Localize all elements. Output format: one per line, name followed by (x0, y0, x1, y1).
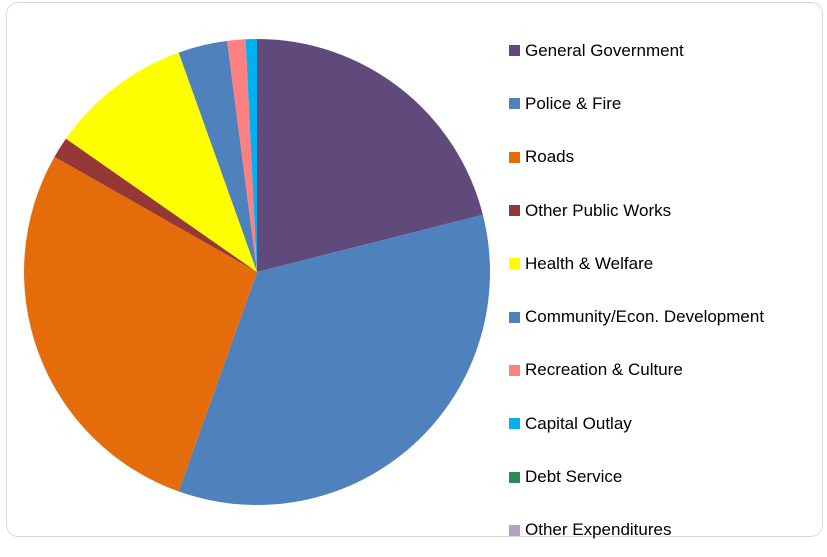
legend-swatch (509, 311, 520, 323)
legend-item-recreation-culture: Recreation & Culture (509, 344, 764, 397)
legend-label: Police & Fire (525, 93, 622, 113)
legend-swatch (509, 151, 520, 163)
legend-swatch (509, 258, 520, 270)
legend-label: Other Public Works (525, 200, 672, 220)
legend-swatch (509, 418, 520, 430)
legend-item-roads: Roads (509, 131, 764, 184)
legend-label: General Government (525, 40, 684, 60)
legend-label: Capital Outlay (525, 413, 632, 433)
legend-label: Recreation & Culture (525, 360, 683, 380)
legend-label: Other Expenditures (525, 520, 672, 540)
legend-swatch (509, 524, 520, 536)
legend-item-other-public-works: Other Public Works (509, 184, 764, 237)
legend-item-community-econ-development: Community/Econ. Development (509, 290, 764, 343)
legend-label: Health & Welfare (525, 253, 654, 273)
pie-slice-health-welfare (65, 52, 257, 273)
legend-swatch (509, 98, 520, 110)
pie-slice-other-public-works (54, 138, 258, 272)
legend-swatch (509, 364, 520, 376)
legend-item-police-fire: Police & Fire (509, 77, 764, 130)
pie-slice-general-government (257, 39, 483, 272)
legend-swatch (509, 45, 520, 57)
legend: General Government Police & Fire Roads Othe… (509, 24, 764, 557)
legend-item-debt-service: Debt Service (509, 450, 764, 503)
pie-slice-community-econ-development (178, 40, 257, 272)
legend-label: Community/Econ. Development (525, 307, 765, 327)
legend-item-general-government: General Government (509, 24, 764, 77)
legend-item-capital-outlay: Capital Outlay (509, 397, 764, 450)
pie-slice-roads (24, 156, 258, 492)
pie-slice-capital-outlay (245, 39, 257, 272)
legend-item-other-expenditures: Other Expenditures (509, 504, 764, 557)
legend-item-health-welfare: Health & Welfare (509, 237, 764, 290)
pie-chart (24, 39, 491, 506)
legend-swatch (509, 205, 520, 217)
pie-slice-recreation-culture (227, 39, 257, 272)
legend-label: Debt Service (525, 467, 623, 487)
legend-swatch (509, 471, 520, 483)
legend-label: Roads (525, 147, 575, 167)
pie-slice-police-fire (178, 214, 491, 506)
